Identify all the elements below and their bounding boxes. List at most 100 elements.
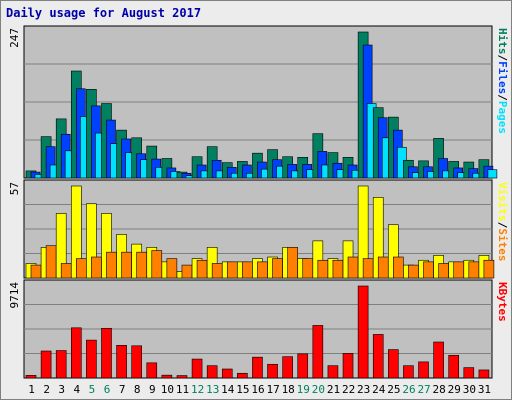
bar-sites-day-2: [45, 245, 57, 279]
x-tick-label: 29: [448, 383, 461, 396]
bar-sites-day-23: [362, 258, 374, 279]
bar-sites-day-10: [166, 258, 178, 279]
x-tick-label: 17: [266, 383, 279, 396]
bar-sites-day-26: [408, 264, 419, 279]
bar-sites-day-15: [242, 261, 253, 279]
x-tick-label: 28: [433, 383, 446, 396]
x-tick-label: 7: [119, 383, 126, 396]
legend-entry-visits: Visits: [496, 182, 509, 222]
bar-kbytes-day-2: [40, 350, 52, 379]
bar-sites-day-8: [136, 251, 147, 279]
bar-kbytes-day-31: [478, 369, 490, 379]
bar-kbytes-day-16: [252, 356, 263, 379]
bar-sites-day-4: [75, 258, 87, 279]
bar-kbytes-day-21: [327, 365, 339, 379]
bar-kbytes-day-25: [388, 349, 399, 379]
bar-sites-day-31: [483, 259, 495, 279]
bar-pages-day-31: [487, 169, 498, 179]
bar-sites-day-16: [257, 261, 268, 279]
bar-sites-day-28: [438, 263, 449, 279]
x-tick-label: 1: [28, 383, 35, 396]
bar-sites-day-20: [317, 259, 329, 279]
x-tick-label: 12: [191, 383, 204, 396]
bar-kbytes-day-30: [463, 367, 475, 379]
bar-kbytes-day-7: [116, 345, 127, 379]
legend-visits-sites: Visits/Sites: [496, 182, 509, 262]
x-tick-label: 21: [327, 383, 340, 396]
bar-kbytes-day-13: [206, 365, 218, 379]
bar-sites-day-11: [181, 264, 193, 279]
bar-kbytes-day-22: [342, 353, 354, 379]
bar-kbytes-day-28: [433, 341, 444, 379]
bar-kbytes-day-5: [86, 339, 97, 379]
bar-sites-day-12: [196, 259, 208, 279]
bar-sites-day-9: [151, 250, 163, 279]
legend-entry-kbytes: KBytes: [496, 282, 509, 322]
bar-kbytes-day-27: [418, 361, 429, 379]
x-tick-label: 9: [149, 383, 156, 396]
bar-kbytes-day-6: [101, 327, 112, 379]
bar-kbytes-day-26: [403, 365, 414, 379]
bar-kbytes-day-12: [191, 358, 203, 379]
legend-entry-sites: Sites: [496, 228, 509, 261]
bar-sites-day-27: [423, 261, 434, 279]
bar-sites-day-22: [347, 256, 359, 279]
bar-sites-day-17: [272, 258, 283, 279]
x-tick-label: 18: [282, 383, 295, 396]
bar-sites-day-18: [287, 247, 298, 279]
bar-kbytes-day-24: [372, 334, 384, 379]
bar-kbytes-day-15: [237, 372, 248, 379]
x-tick-label: 5: [89, 383, 96, 396]
bar-kbytes-day-4: [70, 327, 82, 379]
x-tick-label: 3: [58, 383, 65, 396]
bar-kbytes-day-19: [297, 353, 309, 379]
bar-kbytes-day-23: [357, 285, 369, 379]
x-tick-label: 16: [251, 383, 264, 396]
x-tick-label: 15: [236, 383, 249, 396]
legend-separator: /: [496, 222, 509, 229]
bar-kbytes-day-1: [25, 375, 37, 379]
bar-kbytes-day-11: [176, 375, 188, 379]
x-tick-label: 25: [387, 383, 400, 396]
bar-kbytes-day-29: [448, 354, 460, 379]
chart-title: Daily usage for August 2017: [6, 6, 202, 20]
bar-sites-day-5: [91, 256, 102, 279]
bar-sites-day-1: [30, 264, 42, 279]
bar-kbytes-day-18: [282, 356, 293, 379]
bar-kbytes-day-8: [131, 345, 142, 379]
bar-sites-day-7: [121, 251, 132, 279]
x-tick-label: 14: [221, 383, 235, 396]
bar-kbytes-day-14: [221, 368, 233, 379]
x-tick-label: 24: [372, 383, 386, 396]
bar-sites-day-19: [302, 258, 314, 279]
legend-separator: /: [496, 94, 509, 101]
legend-separator: /: [496, 55, 509, 62]
x-tick-label: 4: [74, 383, 81, 396]
bar-sites-day-6: [106, 251, 117, 279]
x-tick-label: 6: [104, 383, 111, 396]
y-max-label-hits-files-pages: 247: [8, 28, 21, 48]
legend-hits-files-pages: Hits/Files/Pages: [496, 28, 509, 134]
y-max-label-visits-sites: 57: [8, 182, 21, 195]
x-tick-label: 26: [402, 383, 415, 396]
legend-kbytes: KBytes: [496, 282, 509, 322]
bar-sites-day-13: [211, 263, 223, 279]
x-tick-label: 2: [43, 383, 50, 396]
x-tick-label: 11: [176, 383, 189, 396]
bar-sites-day-14: [226, 261, 238, 279]
bar-sites-day-24: [377, 256, 389, 279]
bar-kbytes-day-10: [161, 374, 173, 379]
x-tick-label: 23: [357, 383, 370, 396]
bar-sites-day-3: [60, 263, 72, 279]
x-tick-label: 19: [297, 383, 310, 396]
x-tick-label: 8: [134, 383, 141, 396]
x-tick-label: 13: [206, 383, 219, 396]
bar-kbytes-day-17: [267, 363, 278, 379]
legend-entry-files: Files: [496, 61, 509, 94]
bar-kbytes-day-3: [55, 350, 67, 379]
legend-entry-hits: Hits: [496, 28, 509, 55]
bar-sites-day-25: [393, 256, 404, 279]
bar-sites-day-30: [468, 261, 480, 279]
x-tick-label: 30: [463, 383, 476, 396]
